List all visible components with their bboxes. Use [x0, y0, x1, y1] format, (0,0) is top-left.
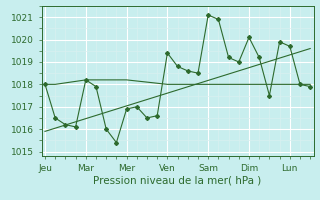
X-axis label: Pression niveau de la mer( hPa ): Pression niveau de la mer( hPa ) — [93, 175, 262, 185]
